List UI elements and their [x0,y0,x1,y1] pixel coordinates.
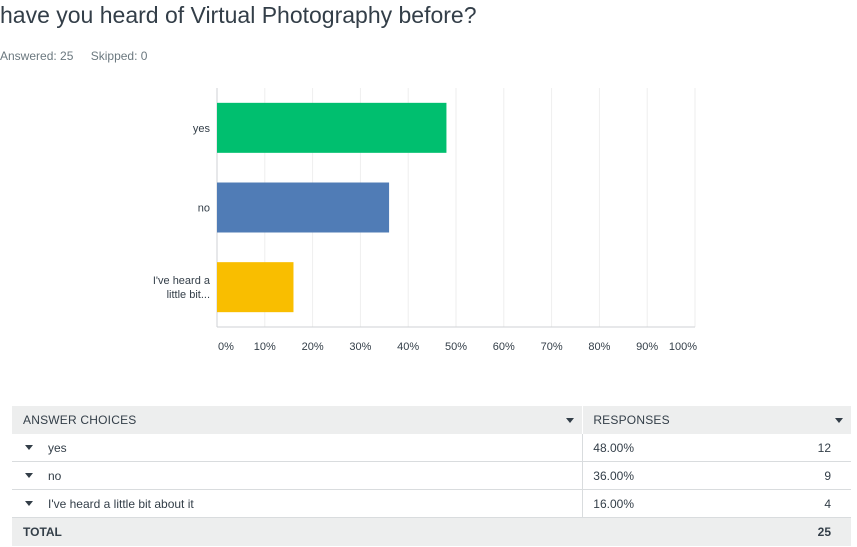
row-percent: 16.00% [593,496,634,511]
header-responses-label: RESPONSES [593,413,670,427]
cell-divider [582,433,584,462]
category-label: no [198,203,210,215]
category-label: I've heard a [153,275,211,287]
tick-label: 50% [445,341,467,353]
bar-2 [217,262,294,313]
row-count: 12 [817,440,831,455]
row-choice: I've heard a little bit about it [12,497,582,511]
sort-chevron-down-icon[interactable] [835,417,843,423]
table-row: I've heard a little bit about it 16.00% … [12,489,851,518]
tick-label: 70% [541,341,563,353]
total-count: 25 [817,525,831,539]
question-title: have you heard of Virtual Photography be… [0,2,477,28]
cell-divider [582,461,584,490]
bar-chart: yes no I've heard a little bit... 0% 10% 20% 30… [0,80,857,360]
tick-label: 30% [349,341,371,353]
question-stats: Answered: 25 Skipped: 0 [0,49,161,63]
table-row: no 36.00% 9 [12,461,851,490]
row-percent: 48.00% [593,440,634,455]
bar-0 [217,102,447,153]
choice-label: no [48,468,62,483]
row-count: 4 [824,496,831,511]
tick-label: 0% [218,341,234,353]
expand-chevron-down-icon[interactable] [25,445,33,450]
bar-chart-svg: yes no I've heard a little bit... 0% 10% 20% 30… [153,88,697,353]
choice-label: yes [48,440,67,455]
row-percent: 36.00% [593,468,634,483]
tick-label: 80% [588,341,610,353]
expand-chevron-down-icon[interactable] [25,501,33,506]
tick-label: 60% [493,341,515,353]
sort-chevron-down-icon[interactable] [566,417,575,423]
responses-table: ANSWER CHOICES RESPONSES yes 48.00% 12 n… [12,406,851,546]
total-label: TOTAL [23,525,62,539]
tick-label: 20% [302,341,324,353]
category-label: yes [193,123,211,135]
header-divider [582,406,584,434]
category-label: little bit... [167,289,210,301]
table-row: yes 48.00% 12 [12,433,851,462]
table-total-row: TOTAL 25 [12,518,851,546]
header-answer-choices[interactable]: ANSWER CHOICES [12,413,582,427]
tick-label: 100% [669,341,697,353]
row-choice: yes [12,441,582,455]
skipped-count: Skipped: 0 [90,49,148,63]
row-count: 9 [824,468,831,483]
tick-label: 10% [254,341,276,353]
table-header: ANSWER CHOICES RESPONSES [12,406,851,434]
choice-label: I've heard a little bit about it [48,496,194,511]
cell-divider [582,489,584,518]
bar-1 [217,182,390,233]
header-responses[interactable]: RESPONSES [583,413,851,427]
tick-label: 90% [636,341,658,353]
answered-count: Answered: 25 [0,49,74,63]
row-choice: no [12,469,582,483]
tick-label: 40% [397,341,419,353]
header-answer-choices-label: ANSWER CHOICES [23,413,137,427]
expand-chevron-down-icon[interactable] [25,473,33,478]
